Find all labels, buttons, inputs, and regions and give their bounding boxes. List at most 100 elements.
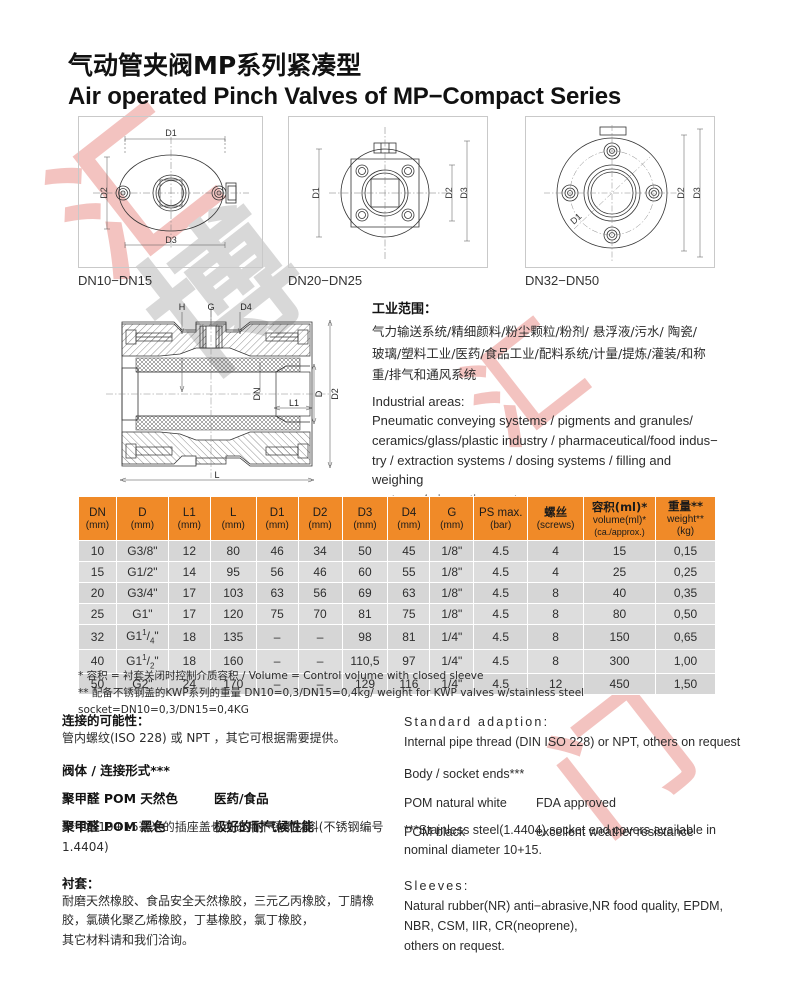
col-g: G (mm) bbox=[429, 495, 475, 542]
col-d4: D4 (mm) bbox=[387, 495, 431, 542]
svg-text:D3: D3 bbox=[459, 187, 469, 199]
svg-text:D1: D1 bbox=[311, 187, 321, 199]
cell-volume: 40 bbox=[583, 582, 656, 605]
page-title: 气动管夹阀MP系列紧凑型 Air operated Pinch Valves o… bbox=[68, 52, 621, 111]
cell-d2: – bbox=[297, 624, 343, 650]
footnote-volume: * 容积 = 衬套关闭时控制介质容积 / Volume = Control vo… bbox=[78, 670, 484, 682]
svg-text:D2: D2 bbox=[330, 388, 340, 400]
svg-text:D1: D1 bbox=[568, 211, 583, 226]
connection-heading-cn: 连接的可能性： bbox=[62, 713, 150, 728]
cell-l1: 14 bbox=[167, 561, 211, 584]
cell-weight: 0,35 bbox=[655, 582, 716, 605]
flange-oval-drawing: D1 D2 D3 bbox=[93, 128, 249, 249]
cell-d4: 81 bbox=[387, 624, 431, 650]
cell-d1: 75 bbox=[255, 603, 299, 626]
cross-section-drawing: H G D4 DN L1 D D2 L bbox=[106, 302, 340, 483]
cell-screws: 8 bbox=[527, 582, 585, 605]
industrial-line-cn: 玻璃/塑料工业/医药/食品工业/配料系统/计量/提炼/灌装/和称 bbox=[372, 345, 706, 361]
cell-d: G1/2" bbox=[115, 561, 169, 584]
cell-screws: 4 bbox=[527, 540, 585, 563]
cell-d1: 46 bbox=[255, 540, 299, 563]
svg-text:D2: D2 bbox=[99, 187, 109, 199]
cell-l1: 18 bbox=[167, 648, 211, 675]
material-value-cn: 极好的耐气候性能 bbox=[214, 818, 315, 834]
body-socket-heading-en: Body / socket ends*** bbox=[404, 766, 525, 781]
sleeve-line-en: Natural rubber(NR) anti−abrasive,NR food… bbox=[404, 898, 723, 913]
cell-dn: 20 bbox=[78, 582, 117, 605]
cell-d3: 110,5 bbox=[341, 648, 389, 675]
cell-d3: 81 bbox=[341, 603, 389, 626]
cell-dn: 25 bbox=[78, 603, 117, 626]
standard-adaption-line: Internal pipe thread (DIN ISO 228) or NP… bbox=[404, 735, 741, 750]
svg-text:D: D bbox=[314, 390, 324, 397]
material-value-en: FDA approved bbox=[536, 795, 616, 810]
connection-line-cn: 管内螺纹(ISO 228) 或 NPT ，其它可根据需要提供。 bbox=[62, 731, 346, 745]
cell-l: 170 bbox=[209, 673, 257, 696]
material-row: 聚甲醛 POM 黑色 极好的耐气候性能 bbox=[62, 816, 392, 835]
svg-text:D4: D4 bbox=[240, 302, 252, 312]
sleeve-line-cn: 耐磨天然橡胶、食品安全天然橡胶，三元乙丙橡胶，丁腈橡 bbox=[62, 893, 375, 908]
cell-d4: 55 bbox=[387, 561, 431, 584]
cell-d2: 34 bbox=[297, 540, 343, 563]
specification-table: DN (mm) D (mm) L1 (mm) L (mm) D1 (mm) D2 (mm) … bbox=[78, 495, 716, 696]
drawing-frame: D1 D2 D3 bbox=[525, 116, 715, 268]
industrial-areas-block: 工业范围： 气力输送系统/精细颜料/粉尘颗粒/粉剂/ 悬浮液/污水/ 陶瓷/ 玻… bbox=[372, 298, 724, 510]
cell-d2: 56 bbox=[297, 582, 343, 605]
cell-d3: 129 bbox=[341, 673, 389, 696]
cell-g: 1/8" bbox=[429, 561, 475, 584]
cell-weight: 0,65 bbox=[655, 624, 716, 650]
svg-text:DN: DN bbox=[252, 388, 262, 401]
cell-ps-max: 4.5 bbox=[473, 561, 529, 584]
cell-g: 1/8" bbox=[429, 540, 475, 563]
sleeve-line-cn: 胶，氯磺化聚乙烯橡胶，丁基橡胶，氯丁橡胶， bbox=[62, 913, 315, 928]
body-socket-heading-cn: 阀体 / 连接形式*** bbox=[62, 762, 170, 778]
cell-weight: 0,50 bbox=[655, 603, 716, 626]
industrial-line-cn: 气力输送系统/精细颜料/粉尘颗粒/粉剂/ 悬浮液/污水/ 陶瓷/ bbox=[372, 324, 697, 339]
connection-block-en: Standard adaption: Internal pipe thread … bbox=[404, 712, 744, 842]
cell-d2: – bbox=[297, 673, 343, 696]
cell-ps-max: 4.5 bbox=[473, 603, 529, 626]
standard-adaption-heading: Standard adaption: bbox=[404, 715, 550, 729]
cell-l: 120 bbox=[209, 603, 257, 626]
sleeve-line-cn: 其它材料请和我们洽询。 bbox=[62, 933, 195, 948]
cell-l1: 24 bbox=[167, 673, 211, 696]
flange-square-drawing: D1 D2 D3 bbox=[311, 127, 470, 261]
cell-volume: 80 bbox=[583, 603, 656, 626]
cell-l: 135 bbox=[209, 624, 257, 650]
cell-d4: 45 bbox=[387, 540, 431, 563]
figure-caption: DN20−DN25 bbox=[288, 273, 363, 288]
cell-l1: 18 bbox=[167, 624, 211, 650]
table-header-row: DN (mm) D (mm) L1 (mm) L (mm) D1 (mm) D2 (mm) … bbox=[78, 495, 716, 542]
cell-d4: 116 bbox=[387, 673, 431, 696]
cell-d1: – bbox=[255, 673, 299, 696]
cell-d1: 63 bbox=[255, 582, 299, 605]
material-name-en: POM black bbox=[404, 825, 466, 839]
cell-d4: 75 bbox=[387, 603, 431, 626]
svg-text:H: H bbox=[179, 302, 186, 312]
cell-g: 1/4" bbox=[429, 648, 475, 675]
cell-volume: 300 bbox=[583, 648, 656, 675]
cell-l1: 17 bbox=[167, 582, 211, 605]
industrial-line-en: Pneumatic conveying systems / pigments a… bbox=[372, 413, 693, 428]
industrial-heading-cn: 工业范围： bbox=[372, 302, 438, 317]
sleeve-block-cn: ***DN10+15毫米的插座盖也可选用不锈钢材料(不锈钢编号 1.4404) … bbox=[62, 818, 392, 951]
title-english: Air operated Pinch Valves of MP−Compact … bbox=[68, 83, 621, 110]
col-d1: D1 (mm) bbox=[255, 495, 299, 542]
cell-dn: 40 bbox=[78, 648, 117, 675]
connection-block-cn: 连接的可能性： 管内螺纹(ISO 228) 或 NPT ，其它可根据需要提供。 … bbox=[62, 710, 392, 835]
title-chinese: 气动管夹阀MP系列紧凑型 bbox=[68, 51, 362, 80]
stainless-note-cn: ***DN10+15毫米的插座盖也可选用不锈钢材料(不锈钢编号 1.4404) bbox=[62, 820, 384, 854]
cell-weight: 1,50 bbox=[655, 673, 716, 696]
sleeve-line-en: NBR, CSM, IIR, CR(neoprene), bbox=[404, 919, 578, 933]
cell-l: 80 bbox=[209, 540, 257, 563]
cell-d: G2" bbox=[115, 673, 169, 696]
cell-d1: – bbox=[255, 624, 299, 650]
cell-g: 1/8" bbox=[429, 603, 475, 626]
cell-l1: 12 bbox=[167, 540, 211, 563]
table-row: 32 G11/4" 18 135– –98 81 1/4" 4.5 8 150 0,65 bbox=[78, 624, 716, 650]
cell-weight: 1,00 bbox=[655, 648, 716, 675]
svg-text:L: L bbox=[214, 470, 219, 480]
col-d: D (mm) bbox=[115, 495, 169, 542]
col-d3: D3 (mm) bbox=[341, 495, 389, 542]
cell-volume: 25 bbox=[583, 561, 656, 584]
